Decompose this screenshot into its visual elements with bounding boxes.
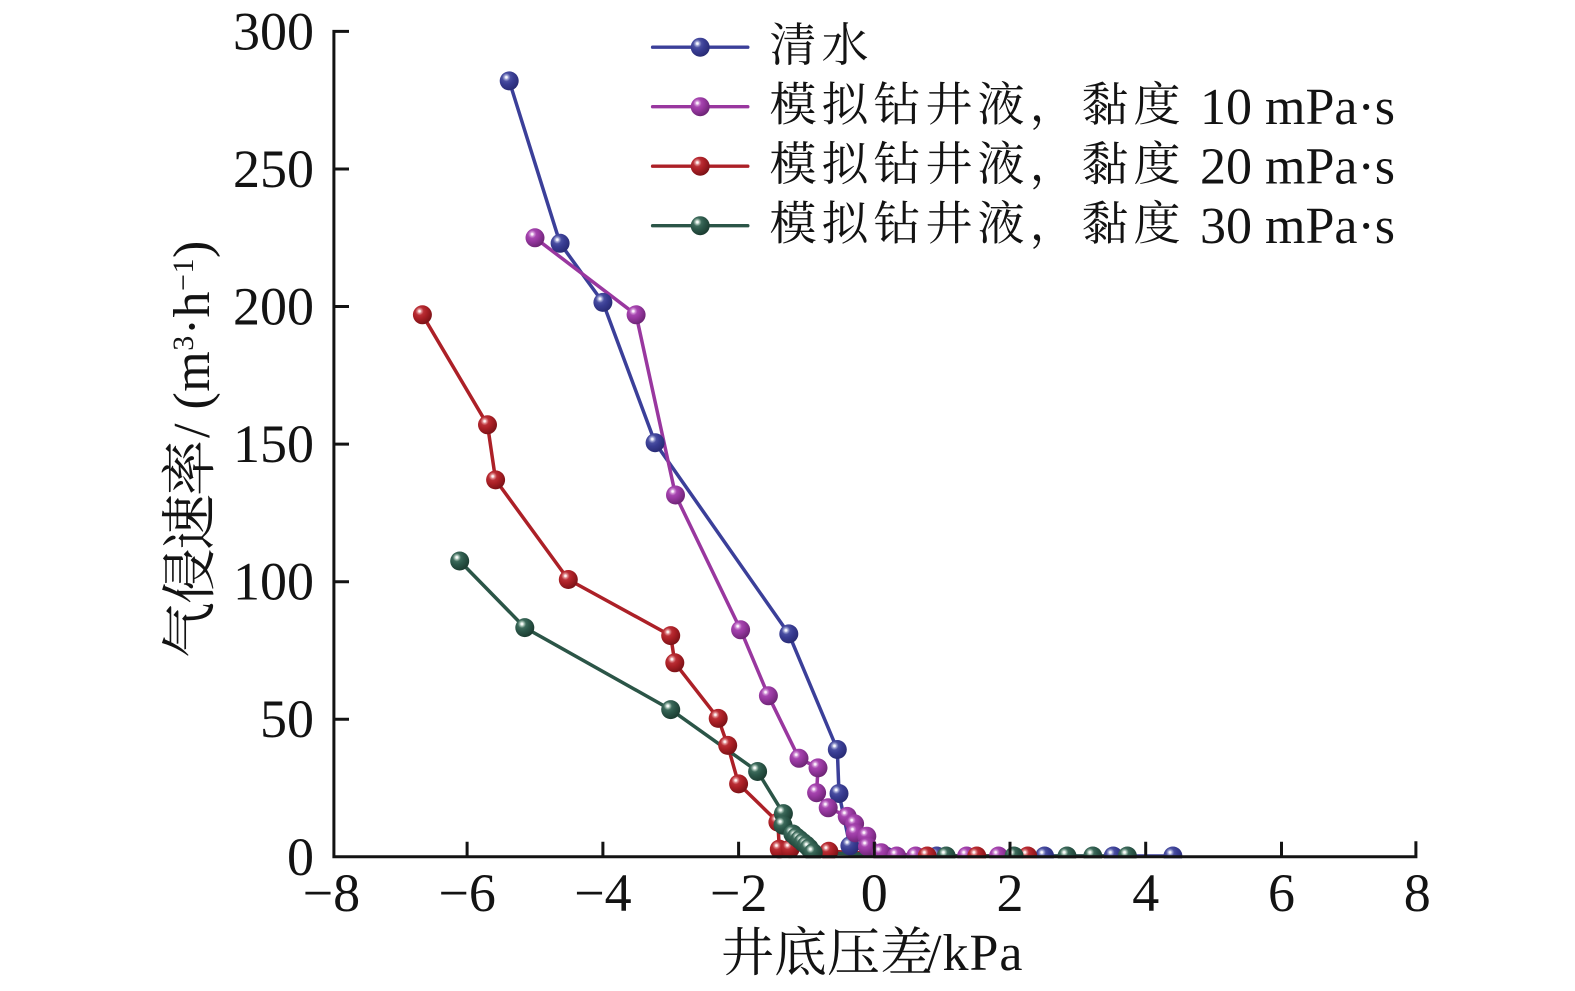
svg-text:8: 8 [1404, 863, 1431, 923]
svg-text:0: 0 [861, 863, 888, 923]
svg-text:/kPa: /kPa [927, 925, 1023, 982]
svg-text:20 mPa·s: 20 mPa·s [1200, 139, 1395, 196]
svg-text:50: 50 [260, 689, 314, 749]
svg-text:−8: −8 [303, 863, 360, 923]
svg-text:10 mPa·s: 10 mPa·s [1200, 79, 1395, 136]
svg-text:150: 150 [233, 414, 314, 474]
svg-text:4: 4 [1132, 863, 1159, 923]
svg-text:300: 300 [233, 1, 314, 61]
svg-text:2: 2 [997, 863, 1024, 923]
svg-text:0: 0 [287, 827, 314, 887]
svg-text:200: 200 [233, 277, 314, 337]
svg-text:100: 100 [233, 552, 314, 612]
svg-text:250: 250 [233, 139, 314, 199]
svg-text:30 mPa·s: 30 mPa·s [1200, 198, 1395, 255]
svg-text:6: 6 [1268, 863, 1295, 923]
svg-text:−4: −4 [574, 863, 631, 923]
svg-text:−2: −2 [710, 863, 767, 923]
svg-text:−6: −6 [438, 863, 495, 923]
